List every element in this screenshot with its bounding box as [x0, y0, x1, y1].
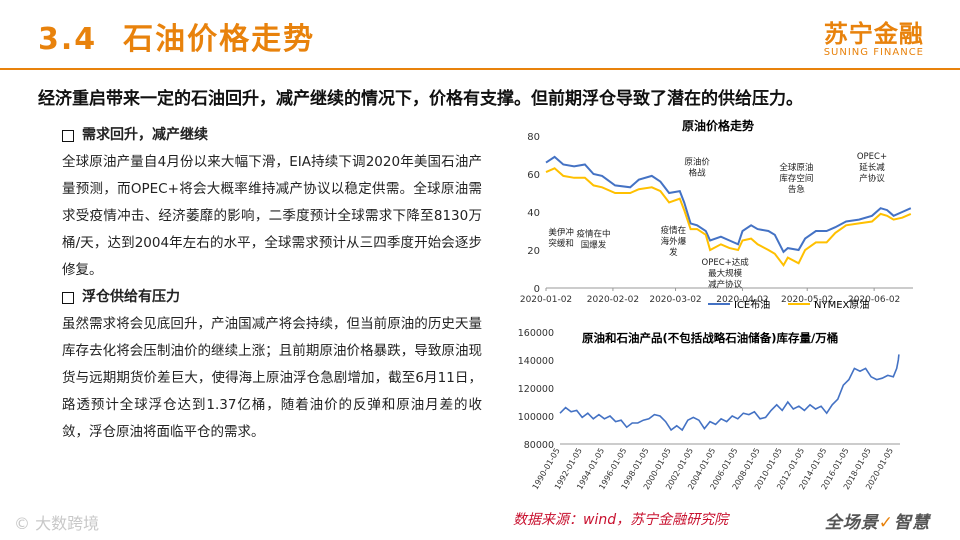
checkbox-bullet-icon	[62, 291, 74, 304]
text-column: 需求回升，减产继续 全球原油产量自4月份以来大幅下滑，EIA持续下调2020年美…	[62, 122, 482, 446]
y-tick-label: 160000	[518, 328, 554, 339]
section-heading-text: 浮仓供给有压力	[82, 289, 180, 305]
nymex-series-line	[545, 167, 912, 268]
slogan-part-a: 全场景	[824, 513, 879, 533]
annotation-label: 延长减	[859, 162, 885, 173]
annotation-label: 告急	[788, 184, 806, 195]
section-heading: 需求回升，减产继续	[62, 122, 482, 149]
x-tick-label: 2020-05-02	[781, 295, 833, 305]
annotation-label: 疫情在中	[576, 229, 610, 240]
inventory-series-line	[559, 354, 900, 432]
oil-price-chart-svg: 原油价格走势 0 20 40 60 80 2020-01-02 2020-02-02 2020-…	[520, 118, 913, 311]
slogan-part-b: 智慧	[894, 513, 930, 533]
brand-logo: 苏宁金融 SUNING FINANCE	[824, 14, 924, 58]
y-tick-label: 140000	[518, 356, 554, 367]
annotation-label: 突缓和	[548, 238, 574, 249]
legend-label-ice: ICE布油	[734, 298, 770, 311]
oil-price-chart: 原油价格走势 0 20 40 60 80 2020-01-02 2020-02-02 2020-…	[508, 116, 928, 312]
annotation-label: 发	[669, 247, 678, 258]
x-tick-label: 2020-01-02	[520, 295, 572, 305]
y-tick-label: 60	[527, 170, 540, 181]
annotation-label: 产协议	[859, 173, 885, 184]
section-heading-text: 需求回升，减产继续	[82, 127, 208, 143]
y-tick-label: 20	[527, 246, 540, 257]
y-tick-label: 0	[534, 284, 540, 295]
page-title: 3.4 石油价格走势	[38, 14, 315, 58]
legend-label-nymex: NYMEX原油	[814, 298, 869, 311]
brand-name-cn: 苏宁金融	[823, 20, 924, 48]
x-tick-label: 2020-02-02	[587, 295, 639, 305]
annotation-label: 减产协议	[708, 279, 743, 290]
section-title: 石油价格走势	[123, 22, 316, 57]
y-tick-label: 40	[527, 208, 540, 219]
chart-title: 原油和石油产品(不包括战略石油储备)库存量/万桶	[582, 331, 838, 345]
annotation-label: OPEC+	[857, 152, 887, 162]
annotation-label: 全球原油	[779, 162, 813, 173]
annotation-label: 原油价	[684, 157, 710, 168]
section-body: 全球原油产量自4月份以来大幅下滑，EIA持续下调2020年美国石油产量预测，而O…	[62, 154, 482, 278]
x-tick-label: 2020-06-02	[848, 295, 900, 305]
annotation-label: 疫情在	[661, 225, 687, 236]
x-tick-label: 2020-03-02	[649, 295, 701, 305]
annotation-label: OPEC+达成	[702, 257, 750, 268]
ice-brent-series-line	[545, 155, 912, 254]
inventory-chart: 80000 100000 120000 140000 160000 1990-01-05 1…	[508, 320, 928, 505]
y-tick-label: 80	[527, 132, 540, 143]
checkbox-bullet-icon	[62, 129, 74, 142]
header: 3.4 石油价格走势 苏宁金融 SUNING FINANCE	[0, 0, 960, 68]
annotation-label: 格战	[689, 168, 707, 179]
headline: 经济重启带来一定的石油回升，减产继续的情况下，价格有支撑。但前期浮仓导致了潜在的…	[38, 89, 803, 109]
brand-name-en: SUNING FINANCE	[823, 47, 924, 58]
section-number: 3.4	[38, 22, 98, 57]
watermark: © 大数跨境	[14, 514, 100, 533]
y-tick-label: 120000	[518, 384, 554, 395]
annotation-label: 最大规模	[708, 268, 743, 279]
header-divider	[0, 68, 960, 70]
y-tick-label: 100000	[518, 412, 554, 423]
x-tick-label: 2020-04-02	[716, 295, 768, 305]
y-tick-label: 80000	[524, 440, 554, 451]
section-heading: 浮仓供给有压力	[62, 284, 482, 311]
inventory-chart-svg: 800001000001200001400001600001990-01-051…	[518, 328, 900, 491]
check-mark-icon: ✓	[878, 513, 894, 533]
annotation-label: 库存空间	[779, 173, 813, 184]
annotation-label: 美伊冲	[548, 227, 574, 238]
annotation-label: 海外爆	[661, 236, 687, 247]
data-source: 数据来源：wind，苏宁金融研究院	[513, 512, 729, 528]
slogan: 全场景✓智慧	[825, 508, 930, 533]
annotation-label: 国爆发	[581, 240, 607, 251]
section-body: 虽然需求将会见底回升，产油国减产将会持续，但当前原油的历史天量库存去化将会压制油…	[62, 316, 482, 440]
chart-title: 原油价格走势	[682, 118, 754, 133]
